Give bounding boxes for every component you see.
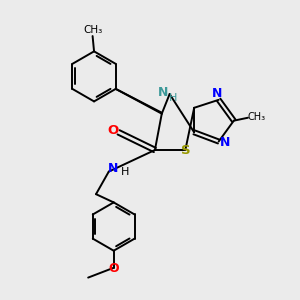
- Text: N: N: [108, 162, 119, 175]
- Text: H: H: [121, 167, 129, 177]
- Text: H: H: [169, 93, 177, 103]
- Text: N: N: [220, 136, 230, 149]
- Text: S: S: [181, 144, 190, 158]
- Text: CH₃: CH₃: [83, 25, 102, 35]
- Text: N: N: [158, 86, 168, 99]
- Text: O: O: [108, 124, 119, 137]
- Text: N: N: [212, 87, 222, 100]
- Text: O: O: [108, 262, 119, 275]
- Text: CH₃: CH₃: [248, 112, 266, 122]
